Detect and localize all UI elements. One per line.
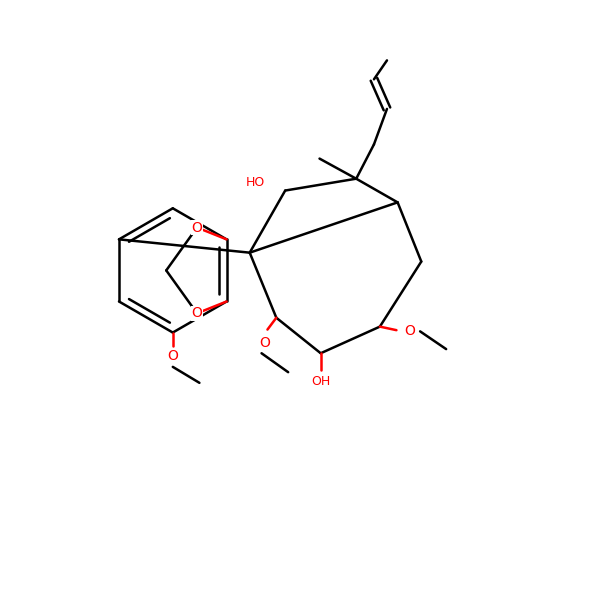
Text: OH: OH: [311, 375, 331, 388]
Text: HO: HO: [246, 176, 265, 189]
Text: O: O: [259, 335, 270, 350]
Text: O: O: [404, 325, 415, 338]
Text: O: O: [191, 307, 202, 320]
Text: O: O: [167, 349, 178, 363]
Text: O: O: [191, 221, 202, 235]
